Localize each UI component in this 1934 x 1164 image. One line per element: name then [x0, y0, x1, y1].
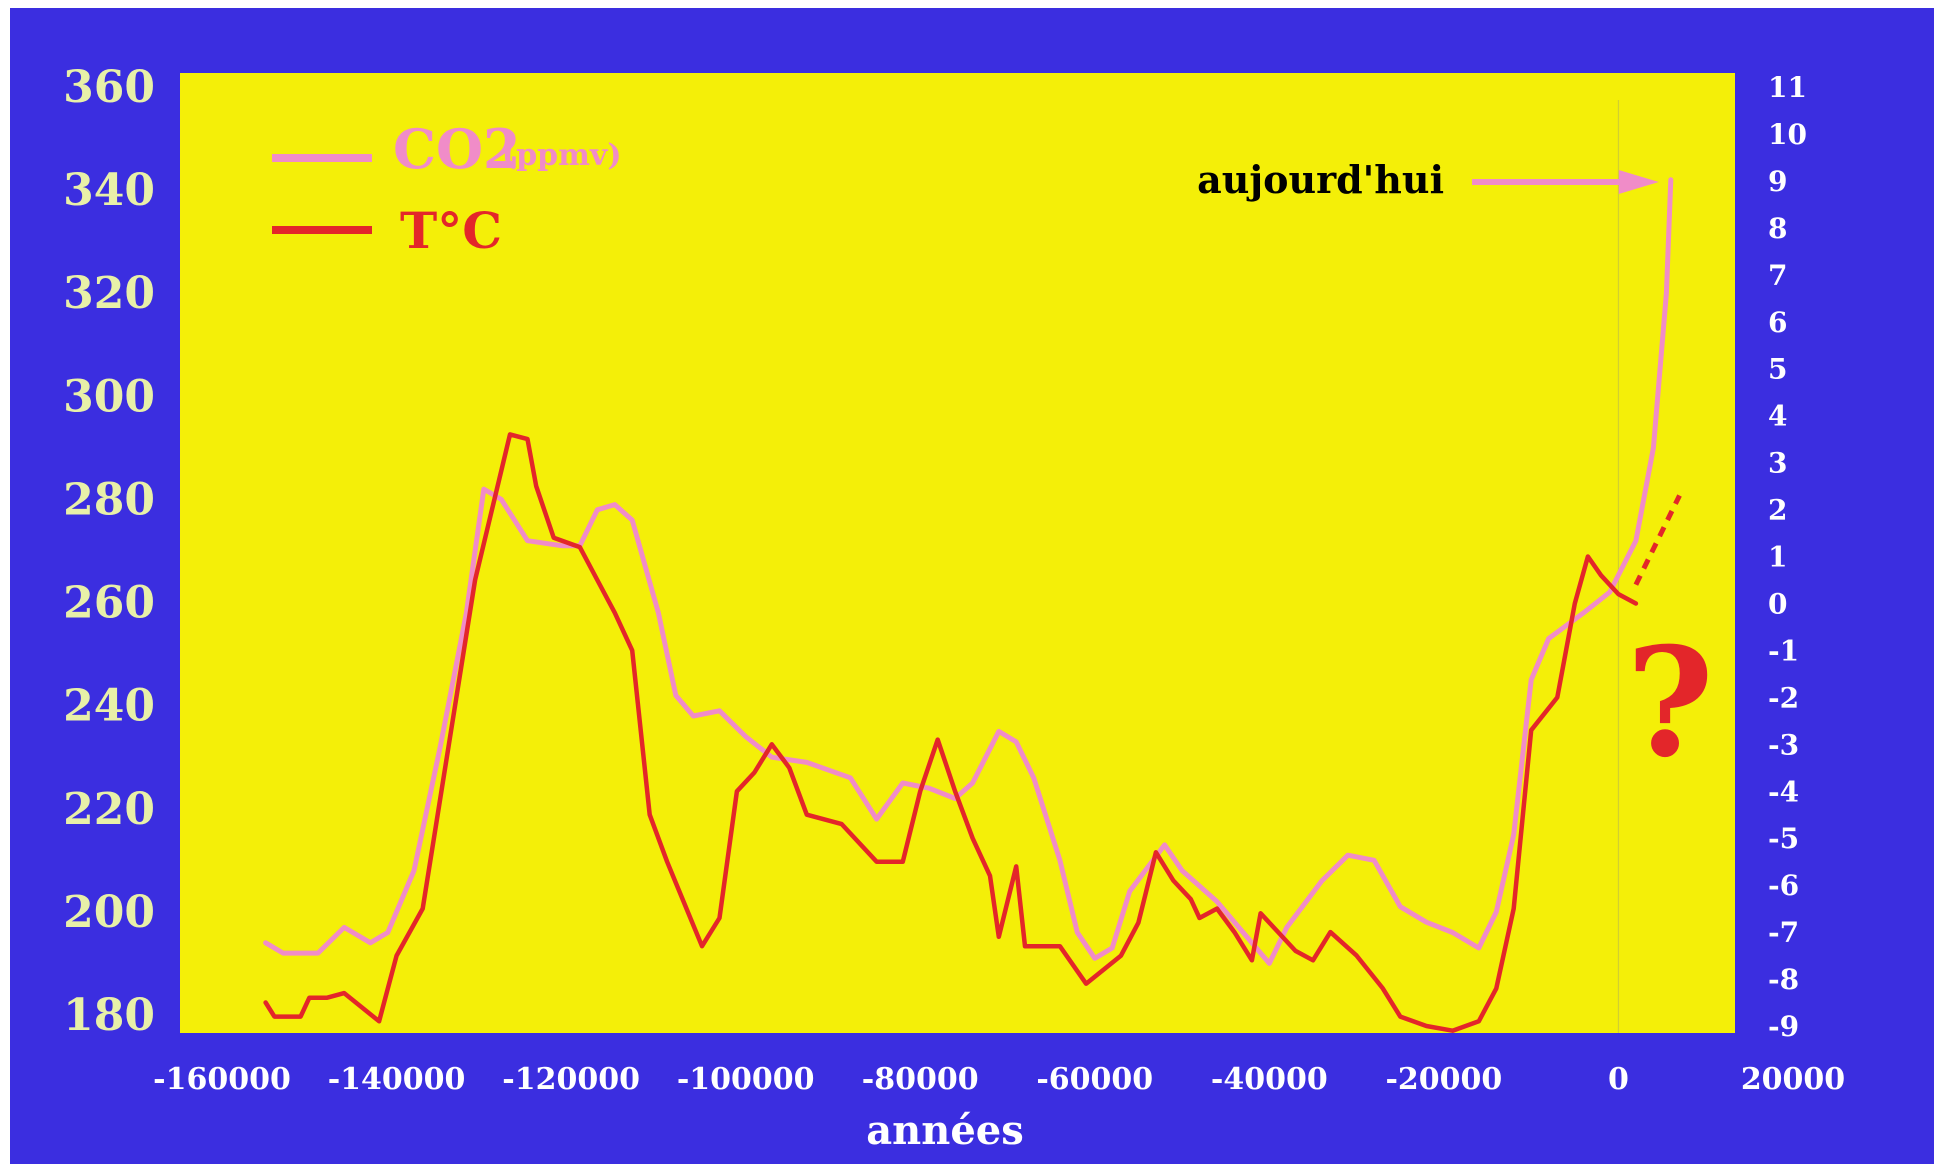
legend-co2-label: CO2	[393, 117, 521, 181]
right-tick-label: 5	[1768, 353, 1787, 386]
legend-co2-unit: (ppmv)	[502, 138, 622, 173]
left-tick-label: 180	[63, 990, 155, 1041]
left-tick-label: 360	[63, 62, 155, 113]
co2-line	[263, 177, 1674, 966]
right-tick-label: 1	[1768, 541, 1787, 574]
right-tick-label: 7	[1768, 259, 1787, 292]
right-tick-label: -1	[1768, 634, 1799, 667]
left-tick-label: 300	[63, 371, 155, 422]
right-tick-label: 10	[1768, 118, 1807, 151]
annotation-label: aujourd'hui	[1197, 157, 1444, 202]
right-tick-label: 6	[1768, 306, 1787, 339]
right-tick-label: 11	[1768, 71, 1807, 104]
right-tick-label: -8	[1768, 963, 1799, 996]
annotation-arrow-head	[1618, 170, 1659, 194]
left-tick-label: 220	[63, 784, 155, 835]
right-tick-label: 8	[1768, 212, 1787, 245]
right-tick-label: -9	[1768, 1010, 1799, 1043]
left-axis-ticks: 180 200 220 240 260 280 300 320 340 360	[63, 62, 155, 1041]
left-tick-label: 240	[63, 681, 155, 732]
right-tick-label: -6	[1768, 869, 1799, 902]
x-tick-label: -140000	[328, 1062, 466, 1097]
right-tick-label: -4	[1768, 775, 1799, 808]
temperature-line	[263, 432, 1639, 1033]
left-tick-label: 340	[63, 165, 155, 216]
legend: CO2 (ppmv) T°C	[272, 117, 622, 260]
left-tick-label: 320	[63, 268, 155, 319]
left-tick-label: 260	[63, 578, 155, 629]
x-tick-label: -120000	[502, 1062, 640, 1097]
right-tick-label: 2	[1768, 494, 1787, 527]
x-tick-label: -20000	[1385, 1062, 1502, 1097]
series-lines	[263, 177, 1674, 1033]
right-tick-label: 4	[1768, 400, 1787, 433]
today-annotation: aujourd'hui	[1197, 157, 1659, 202]
left-tick-label: 200	[63, 887, 155, 938]
right-tick-label: 0	[1768, 587, 1787, 620]
x-axis-ticks: -160000 -140000 -120000 -100000 -80000 -60000…	[153, 1062, 1845, 1097]
right-tick-label: -5	[1768, 822, 1799, 855]
left-tick-label: 280	[63, 474, 155, 525]
right-tick-label: -7	[1768, 916, 1799, 949]
x-axis-label: années	[866, 1107, 1024, 1154]
legend-temp-label: T°C	[400, 201, 502, 260]
right-tick-label: 9	[1768, 165, 1787, 198]
x-tick-label: -160000	[153, 1062, 291, 1097]
question-mark: ?	[1626, 615, 1714, 791]
x-tick-label: -40000	[1211, 1062, 1328, 1097]
x-tick-label: -60000	[1036, 1062, 1153, 1097]
plot-area	[180, 73, 1735, 1033]
x-tick-label: -80000	[862, 1062, 979, 1097]
x-tick-label: 20000	[1741, 1062, 1845, 1097]
right-tick-label: -3	[1768, 728, 1799, 761]
x-tick-label: -100000	[677, 1062, 815, 1097]
right-tick-label: -2	[1768, 681, 1799, 714]
right-axis-ticks: -9 -8 -7 -6 -5 -4 -3 -2 -1 0 1 2 3 4 5 6 7 8 9 10 11	[1768, 71, 1807, 1043]
x-tick-label: 0	[1608, 1062, 1629, 1097]
right-tick-label: 3	[1768, 447, 1787, 480]
